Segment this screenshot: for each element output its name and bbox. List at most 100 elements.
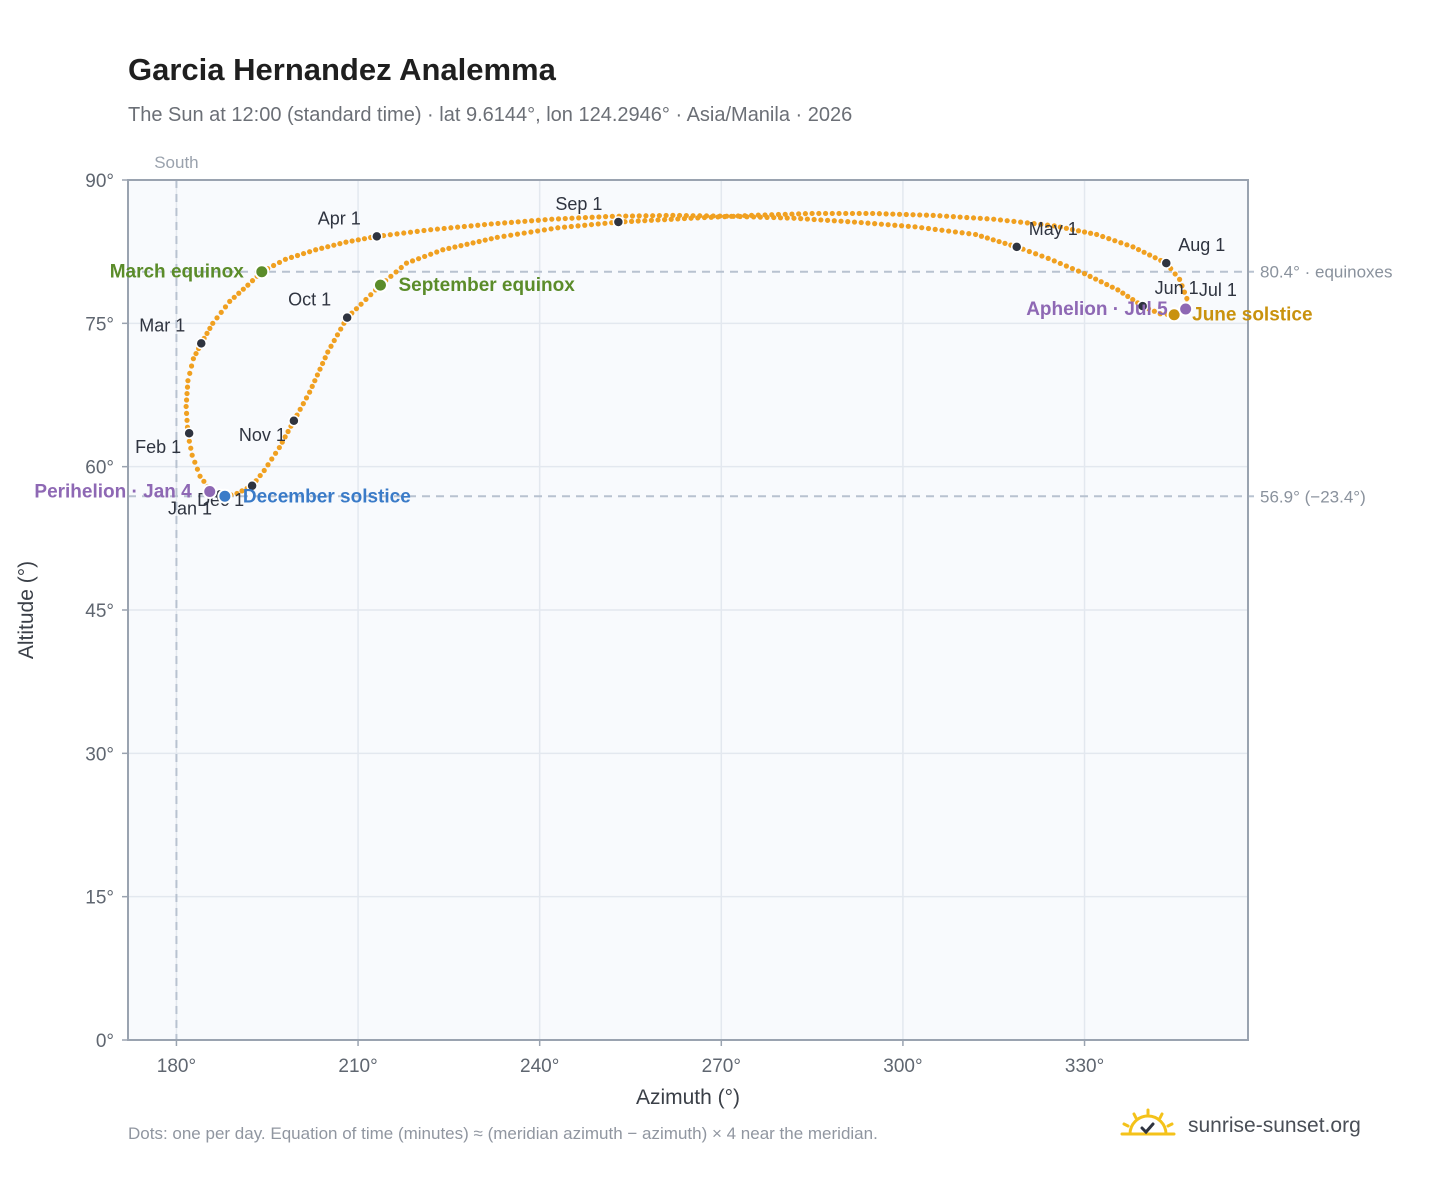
daily-dot bbox=[970, 215, 977, 221]
daily-dot bbox=[878, 221, 884, 227]
perihelion-marker bbox=[202, 484, 218, 500]
daily-dot bbox=[407, 229, 414, 235]
daily-dot bbox=[635, 218, 641, 224]
daily-dot bbox=[636, 213, 642, 219]
daily-dot bbox=[1063, 225, 1069, 231]
daily-dot bbox=[488, 221, 494, 227]
daily-dot bbox=[279, 439, 285, 445]
daily-dot bbox=[681, 215, 688, 222]
daily-dot bbox=[668, 216, 674, 222]
daily-dot bbox=[1098, 279, 1104, 285]
daily-dot bbox=[331, 337, 337, 344]
daily-dot bbox=[1087, 230, 1094, 236]
y-tick-label: 75° bbox=[85, 314, 114, 335]
daily-dot bbox=[769, 212, 775, 218]
daily-dot bbox=[728, 213, 734, 219]
daily-dot bbox=[313, 247, 319, 253]
daily-dot bbox=[1024, 220, 1030, 226]
daily-dot bbox=[1118, 240, 1124, 246]
daily-dot bbox=[331, 242, 337, 248]
x-tick-label: 300° bbox=[883, 1056, 922, 1077]
daily-dot bbox=[231, 294, 237, 300]
daily-dot bbox=[755, 212, 761, 218]
daily-dot bbox=[555, 225, 561, 231]
month-label: Mar 1 bbox=[139, 315, 185, 335]
daily-dot bbox=[1002, 240, 1008, 246]
daily-dot bbox=[939, 227, 945, 233]
daily-dot bbox=[428, 251, 434, 257]
daily-dot bbox=[735, 213, 741, 219]
daily-dot bbox=[194, 466, 201, 472]
daily-dot bbox=[515, 219, 521, 225]
daily-dot bbox=[183, 403, 189, 410]
daily-dot bbox=[276, 259, 283, 266]
daily-dot bbox=[288, 254, 295, 260]
daily-dot bbox=[555, 216, 562, 222]
daily-dot bbox=[1026, 248, 1032, 255]
daily-dot bbox=[845, 219, 851, 225]
daily-dot bbox=[628, 218, 635, 224]
daily-dot bbox=[876, 211, 882, 217]
daily-dot bbox=[363, 296, 369, 303]
daily-dot bbox=[282, 434, 288, 440]
daily-dot bbox=[701, 214, 708, 221]
brand[interactable]: sunrise-sunset.org bbox=[1120, 1106, 1361, 1146]
month-marker bbox=[612, 216, 625, 228]
daily-dot bbox=[184, 390, 190, 397]
daily-dot bbox=[789, 211, 795, 217]
daily-dot bbox=[912, 224, 918, 230]
month-marker bbox=[246, 480, 258, 492]
daily-dot bbox=[541, 227, 547, 233]
daily-dot bbox=[475, 222, 481, 228]
y-tick-label: 30° bbox=[85, 744, 114, 765]
daily-dot bbox=[990, 237, 996, 243]
month-label: Jul 1 bbox=[1199, 280, 1237, 300]
daily-dot bbox=[930, 212, 936, 218]
y-tick-label: 60° bbox=[85, 458, 114, 479]
daily-dot bbox=[325, 244, 331, 250]
chart-subtitle: The Sun at 12:00 (standard time) · lat 9… bbox=[128, 104, 853, 126]
daily-dot bbox=[978, 233, 985, 239]
daily-dot bbox=[991, 216, 997, 222]
daily-dot bbox=[575, 223, 581, 229]
daily-dot bbox=[1179, 283, 1185, 289]
daily-dot bbox=[791, 215, 797, 221]
daily-dot bbox=[656, 212, 663, 219]
daily-dot bbox=[201, 478, 207, 484]
x-tick-label: 210° bbox=[338, 1056, 377, 1077]
daily-dot bbox=[950, 214, 956, 220]
daily-dot bbox=[1125, 293, 1131, 299]
daily-dot bbox=[1039, 253, 1045, 259]
daily-dot bbox=[1038, 221, 1044, 227]
daily-dot bbox=[494, 234, 500, 240]
daily-dot bbox=[1081, 229, 1088, 235]
daily-dot bbox=[1120, 290, 1126, 296]
daily-dot bbox=[210, 320, 216, 326]
daily-dot bbox=[338, 326, 344, 332]
daily-dot bbox=[1051, 223, 1057, 229]
daily-dot bbox=[892, 222, 898, 228]
daily-dot bbox=[595, 221, 601, 227]
daily-dot bbox=[186, 438, 192, 444]
daily-dot bbox=[549, 216, 555, 222]
daily-dot bbox=[872, 221, 878, 227]
daily-dot bbox=[762, 212, 768, 218]
daily-dot bbox=[455, 224, 461, 230]
daily-dot bbox=[1051, 258, 1057, 264]
daily-dot bbox=[1130, 244, 1136, 250]
daily-dot bbox=[944, 213, 950, 219]
daily-dot bbox=[675, 216, 681, 222]
daily-dot bbox=[440, 247, 446, 253]
september-equinox-label: September equinox bbox=[398, 275, 575, 296]
daily-dot bbox=[742, 213, 748, 219]
daily-dot bbox=[589, 214, 595, 220]
daily-dot bbox=[303, 395, 310, 401]
daily-dot bbox=[838, 218, 844, 224]
daily-dot bbox=[307, 389, 313, 395]
daily-dot bbox=[1031, 221, 1037, 227]
june-solstice-label: June solstice bbox=[1192, 305, 1312, 326]
daily-dot bbox=[997, 217, 1004, 223]
daily-dot bbox=[568, 223, 574, 230]
daily-dot bbox=[183, 397, 190, 403]
month-marker bbox=[1136, 300, 1149, 312]
